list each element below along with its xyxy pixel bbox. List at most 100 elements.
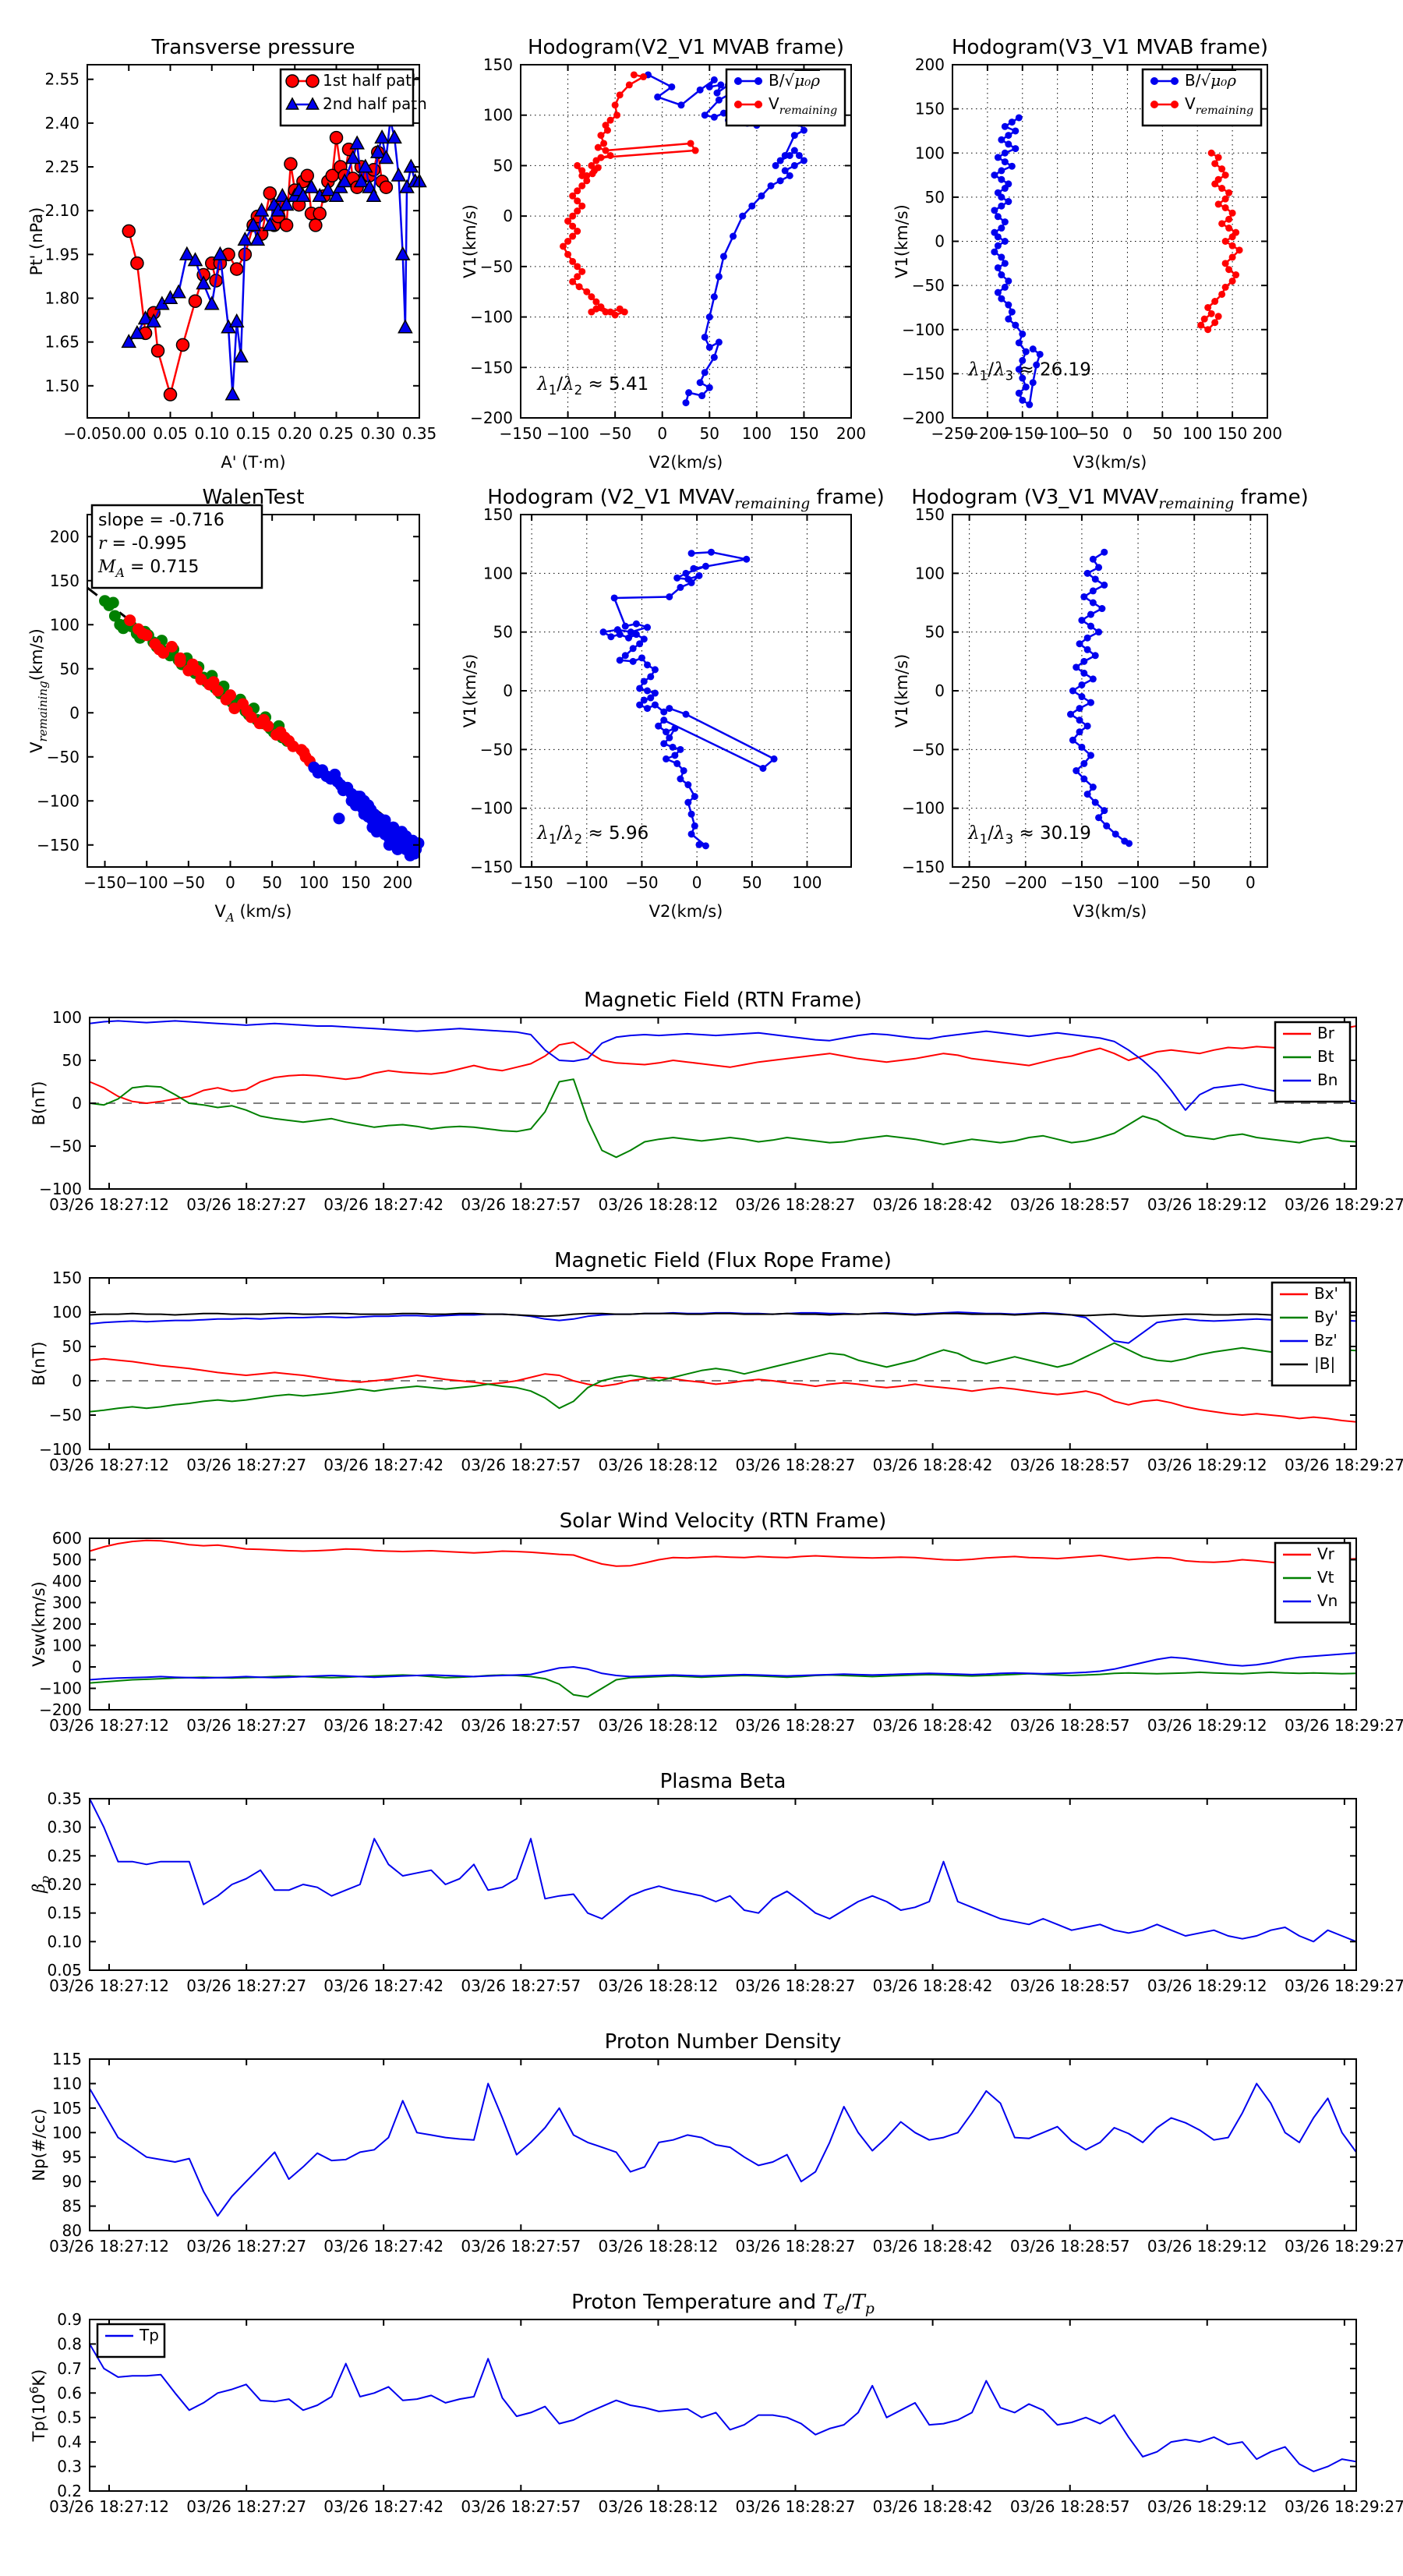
svg-text:Proton Temperature and Te/Tp: Proton Temperature and Te/Tp <box>571 2291 875 2317</box>
svg-text:2.40: 2.40 <box>44 114 80 133</box>
svg-text:slope = -0.716: slope = -0.716 <box>98 511 224 530</box>
svg-text:λ1/λ3 ≈ 26.19: λ1/λ3 ≈ 26.19 <box>967 360 1091 384</box>
svg-text:0.30: 0.30 <box>47 1818 82 1837</box>
svg-text:λ1/λ2 ≈ 5.41: λ1/λ2 ≈ 5.41 <box>536 374 648 398</box>
svg-text:0.25: 0.25 <box>319 424 354 443</box>
svg-text:0.00: 0.00 <box>111 424 147 443</box>
svg-text:03/26 18:28:57: 03/26 18:28:57 <box>1010 1976 1130 1995</box>
svg-text:150: 150 <box>483 505 513 524</box>
svg-text:2nd half path: 2nd half path <box>323 94 427 113</box>
svg-text:0: 0 <box>692 873 702 892</box>
svg-text:03/26 18:29:12: 03/26 18:29:12 <box>1147 1456 1267 1474</box>
svg-text:150: 150 <box>483 55 513 74</box>
svg-text:100: 100 <box>915 564 945 582</box>
svg-text:−50: −50 <box>480 257 513 276</box>
svg-text:200: 200 <box>52 1615 82 1633</box>
svg-text:03/26 18:27:42: 03/26 18:27:42 <box>323 2497 444 2516</box>
svg-text:03/26 18:29:12: 03/26 18:29:12 <box>1147 1195 1267 1214</box>
svg-text:03/26 18:27:57: 03/26 18:27:57 <box>461 1195 581 1214</box>
svg-text:105: 105 <box>52 2099 82 2118</box>
svg-text:03/26 18:28:12: 03/26 18:28:12 <box>599 1195 719 1214</box>
svg-text:200: 200 <box>915 55 945 74</box>
svg-text:0.6: 0.6 <box>57 2383 82 2402</box>
svg-text:0: 0 <box>69 703 80 722</box>
svg-text:110: 110 <box>52 2074 82 2093</box>
svg-text:V1(km/s): V1(km/s) <box>461 654 479 728</box>
svg-text:100: 100 <box>52 1303 82 1322</box>
svg-text:−50: −50 <box>1076 424 1108 443</box>
svg-text:03/26 18:27:12: 03/26 18:27:12 <box>49 2237 169 2256</box>
svg-text:03/26 18:27:12: 03/26 18:27:12 <box>49 1195 169 1214</box>
panel-hodogram-mvav-v2v1: −150 −100 −50 0 50 100 −150 −100 −50 0 50 100 150Hod… <box>461 486 885 921</box>
svg-text:50: 50 <box>493 623 513 642</box>
svg-text:V2(km/s): V2(km/s) <box>649 902 723 921</box>
svg-text:Bx': Bx' <box>1314 1284 1338 1303</box>
svg-text:95: 95 <box>62 2148 82 2167</box>
panel-hodogram-mvab-v3v1: −250−200−150−100−50 0 50 100 150 200−200−150−… <box>892 36 1282 472</box>
svg-text:−150: −150 <box>902 858 945 876</box>
svg-text:90: 90 <box>62 2172 82 2191</box>
svg-text:0.35: 0.35 <box>47 1789 82 1808</box>
svg-text:03/26 18:27:57: 03/26 18:27:57 <box>461 2237 581 2256</box>
svg-text:03/26 18:29:12: 03/26 18:29:12 <box>1147 1716 1267 1735</box>
svg-text:−100: −100 <box>1036 424 1079 443</box>
svg-text:0.9: 0.9 <box>57 2310 82 2329</box>
svg-text:50: 50 <box>700 424 719 443</box>
svg-text:0: 0 <box>1246 873 1256 892</box>
svg-text:03/26 18:27:12: 03/26 18:27:12 <box>49 1976 169 1995</box>
svg-text:−50: −50 <box>912 276 945 295</box>
svg-text:Vremaining: Vremaining <box>769 94 837 117</box>
svg-text:Vn: Vn <box>1317 1591 1338 1610</box>
svg-text:0: 0 <box>935 232 945 251</box>
svg-text:Magnetic Field (Flux Rope Fram: Magnetic Field (Flux Rope Frame) <box>554 1249 892 1272</box>
svg-text:−100: −100 <box>39 1180 82 1198</box>
svg-text:03/26 18:28:27: 03/26 18:28:27 <box>736 1716 856 1735</box>
svg-text:Vr: Vr <box>1317 1545 1335 1563</box>
svg-text:115: 115 <box>52 2050 82 2068</box>
svg-text:2.10: 2.10 <box>44 201 80 220</box>
svg-text:03/26 18:28:27: 03/26 18:28:27 <box>736 1195 856 1214</box>
panel-magnetic-field-fluxrope: 03/26 18:27:12 03/26 18:27:27 03/26 18:27:… <box>30 1249 1403 1474</box>
svg-text:1.80: 1.80 <box>44 289 80 308</box>
svg-text:03/26 18:27:42: 03/26 18:27:42 <box>323 1716 444 1735</box>
svg-text:100: 100 <box>299 873 329 892</box>
svg-text:Vt: Vt <box>1317 1568 1334 1587</box>
svg-text:03/26 18:27:42: 03/26 18:27:42 <box>323 2237 444 2256</box>
svg-text:03/26 18:27:27: 03/26 18:27:27 <box>186 1456 306 1474</box>
panel-magnetic-field-rtn: 03/26 18:27:12 03/26 18:27:27 03/26 18:27:… <box>30 989 1403 1214</box>
svg-text:−200: −200 <box>902 409 945 427</box>
svg-text:03/26 18:28:57: 03/26 18:28:57 <box>1010 2237 1130 2256</box>
svg-text:0.05: 0.05 <box>153 424 188 443</box>
svg-text:V2(km/s): V2(km/s) <box>649 453 723 472</box>
svg-text:Vremaining(km/s): Vremaining(km/s) <box>27 628 50 753</box>
svg-text:−150: −150 <box>83 873 126 892</box>
svg-text:50: 50 <box>925 188 945 207</box>
svg-text:03/26 18:28:42: 03/26 18:28:42 <box>873 2237 993 2256</box>
svg-text:03/26 18:28:57: 03/26 18:28:57 <box>1010 1716 1130 1735</box>
svg-text:1.65: 1.65 <box>44 333 80 352</box>
svg-text:03/26 18:27:42: 03/26 18:27:42 <box>323 1195 444 1214</box>
svg-text:Np(#/cc): Np(#/cc) <box>30 2108 48 2181</box>
svg-text:−100: −100 <box>1117 873 1160 892</box>
svg-text:Bt: Bt <box>1317 1047 1334 1066</box>
panel-walen-test: −150−100 −50 0 50 100 150 200−150−100−50050100… <box>27 486 425 925</box>
svg-text:03/26 18:28:57: 03/26 18:28:57 <box>1010 2497 1130 2516</box>
svg-text:03/26 18:29:27: 03/26 18:29:27 <box>1285 2237 1403 2256</box>
svg-text:1st half path: 1st half path <box>323 71 422 90</box>
svg-text:50: 50 <box>60 660 80 678</box>
svg-text:V1(km/s): V1(km/s) <box>461 204 479 278</box>
svg-text:0: 0 <box>935 681 945 700</box>
svg-text:Solar Wind Velocity (RTN Frame: Solar Wind Velocity (RTN Frame) <box>560 1509 886 1533</box>
svg-text:−100: −100 <box>902 799 945 818</box>
svg-text:200: 200 <box>836 424 866 443</box>
svg-text:−100: −100 <box>546 424 589 443</box>
svg-text:−50: −50 <box>599 424 631 443</box>
svg-text:0.35: 0.35 <box>402 424 437 443</box>
svg-text:0.15: 0.15 <box>47 1904 82 1923</box>
svg-text:03/26 18:28:42: 03/26 18:28:42 <box>873 1456 993 1474</box>
svg-text:0.30: 0.30 <box>360 424 395 443</box>
svg-text:150: 150 <box>915 100 945 119</box>
svg-text:03/26 18:28:27: 03/26 18:28:27 <box>736 2237 856 2256</box>
svg-text:50: 50 <box>925 623 945 642</box>
svg-text:150: 150 <box>52 1269 82 1287</box>
